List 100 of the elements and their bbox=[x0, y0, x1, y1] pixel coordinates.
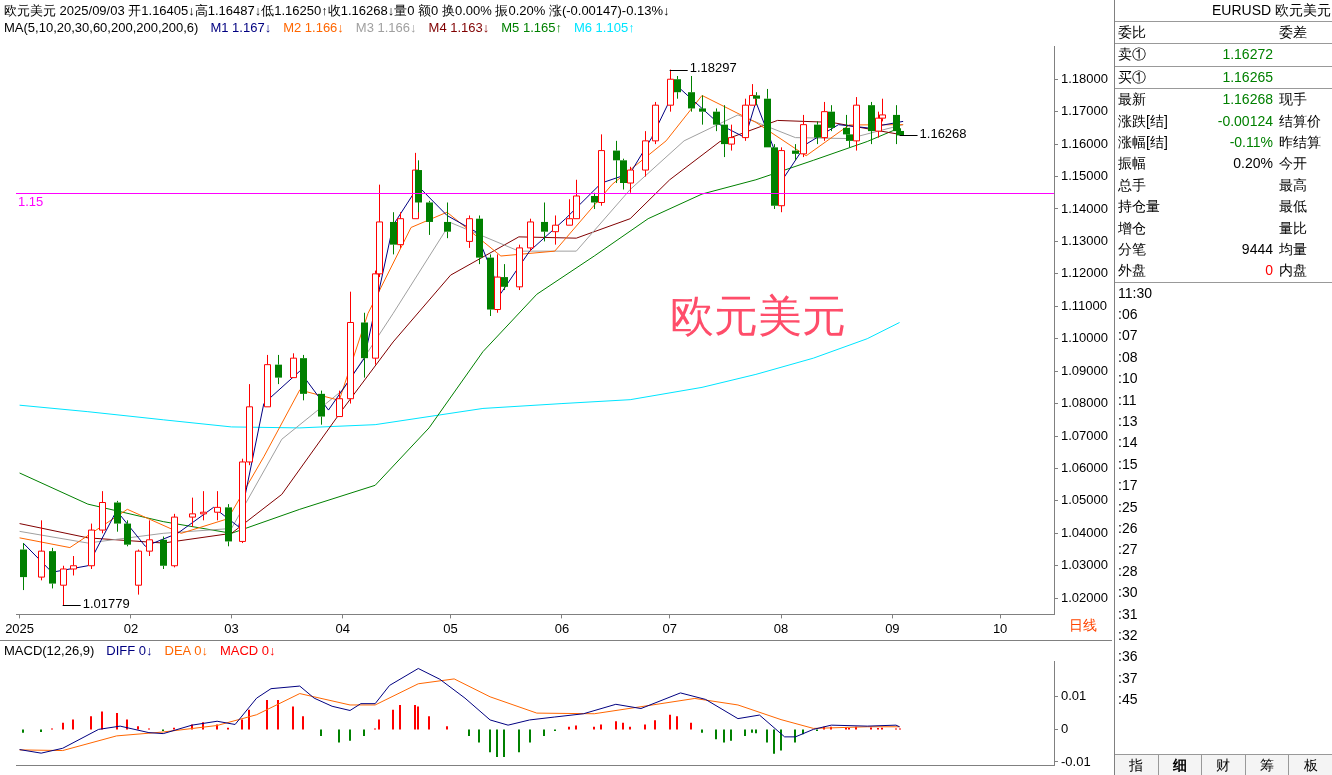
text: 11:30 bbox=[1118, 284, 1152, 301]
text: 结算价 bbox=[1279, 112, 1321, 129]
text: :13 bbox=[1118, 413, 1138, 430]
text: :30 bbox=[1118, 584, 1138, 601]
text: :32 bbox=[1118, 626, 1138, 643]
text: M6 1.105↑ bbox=[573, 20, 635, 35]
text: 涨跌[结] bbox=[1118, 112, 1168, 129]
text: :07 bbox=[1118, 327, 1138, 344]
text: 买① bbox=[1118, 68, 1146, 85]
text: 外盘 bbox=[1118, 262, 1146, 279]
annotation: 1.16268 bbox=[919, 125, 967, 141]
text: 1.16265 bbox=[1222, 68, 1273, 85]
y-tick-label: 1.14000 bbox=[1061, 200, 1108, 216]
text: :31 bbox=[1118, 605, 1138, 622]
text: 振幅 bbox=[1118, 155, 1146, 172]
text: :15 bbox=[1118, 455, 1138, 472]
y-tick-label: 1.03000 bbox=[1061, 557, 1108, 573]
text: 今开 bbox=[1279, 155, 1307, 172]
text: 总手 bbox=[1118, 176, 1146, 193]
x-tick-label: 03 bbox=[224, 620, 239, 636]
text: MACD 0↓ bbox=[219, 643, 276, 658]
text: :17 bbox=[1118, 477, 1138, 494]
y-tick-label: 1.02000 bbox=[1061, 589, 1108, 605]
text: 委差 bbox=[1279, 24, 1307, 40]
text: 最高 bbox=[1279, 176, 1307, 193]
x-tick-label: 09 bbox=[885, 620, 900, 636]
text: M3 1.166↓ bbox=[355, 20, 417, 35]
y-tick-label: 1.16000 bbox=[1061, 135, 1108, 151]
y-tick-label: 1.08000 bbox=[1061, 395, 1108, 411]
text: M1 1.167↓ bbox=[210, 20, 272, 35]
text: :08 bbox=[1118, 348, 1138, 365]
x-tick-label: 08 bbox=[773, 620, 789, 636]
text: :28 bbox=[1118, 562, 1138, 579]
x-tick-label: 04 bbox=[335, 620, 351, 636]
y-tick-label: 1.05000 bbox=[1061, 492, 1108, 508]
text: 持仓量 bbox=[1118, 198, 1160, 215]
text: 卖① bbox=[1118, 46, 1146, 63]
chart-subtitle: MA(5,10,20,30,60,200,200,200,6) bbox=[4, 20, 199, 35]
ref-line-label: 1.15 bbox=[18, 193, 44, 209]
text: 昨结算 bbox=[1279, 133, 1321, 150]
text: -0.00124 bbox=[1217, 112, 1273, 129]
y-tick-label: 1.11000 bbox=[1061, 297, 1108, 313]
x-tick-label: 07 bbox=[662, 620, 677, 636]
text: 9444 bbox=[1241, 240, 1273, 257]
text: 现手 bbox=[1279, 91, 1307, 108]
y-tick-label: 1.09000 bbox=[1061, 362, 1108, 378]
text: :25 bbox=[1118, 498, 1138, 515]
text: 最低 bbox=[1279, 198, 1307, 215]
y-tick-label: 1.06000 bbox=[1061, 460, 1108, 476]
y-tick-label: 1.10000 bbox=[1061, 330, 1108, 346]
text: :45 bbox=[1118, 691, 1138, 708]
text: :27 bbox=[1118, 541, 1138, 558]
x-tick-label: 02 bbox=[123, 620, 139, 636]
y-tick-label: -0.01 bbox=[1061, 753, 1091, 769]
chart-title: 欧元美元 2025/09/03 开1.16405↓高1.16487↓低1.16250↑收1.16268↓量0 额0 换0.00% 振0.20% 涨(-0.00147)-0.13%↓ bbox=[4, 3, 670, 18]
x-tick-label: 05 bbox=[443, 620, 458, 636]
annotation: 1.01779 bbox=[82, 595, 130, 611]
text: 最新 bbox=[1118, 91, 1146, 108]
text: -0.11% bbox=[1229, 133, 1273, 150]
text: :14 bbox=[1118, 434, 1138, 451]
text: 1.16272 bbox=[1222, 46, 1273, 63]
text: 内盘 bbox=[1279, 262, 1307, 279]
text: :36 bbox=[1118, 648, 1138, 665]
text: :10 bbox=[1118, 370, 1138, 387]
y-tick-label: 0 bbox=[1061, 720, 1069, 736]
text: :26 bbox=[1118, 519, 1138, 536]
x-tick-label: 10 bbox=[992, 620, 1008, 636]
y-tick-label: 1.07000 bbox=[1061, 427, 1108, 443]
y-tick-label: 1.17000 bbox=[1061, 103, 1108, 119]
text: DEA 0↓ bbox=[164, 643, 208, 658]
text: 细 bbox=[1158, 755, 1203, 775]
chart-title: MACD(12,26,9) bbox=[4, 643, 95, 658]
y-tick-label: 1.13000 bbox=[1061, 232, 1108, 248]
text: EURUSD 欧元美元 bbox=[1115, 0, 1332, 22]
text: 0.20% bbox=[1233, 155, 1273, 172]
text: DIFF 0↓ bbox=[106, 643, 153, 658]
text: 指 bbox=[1115, 755, 1159, 775]
text: M5 1.165↑ bbox=[501, 20, 562, 35]
text: 均量 bbox=[1279, 240, 1307, 257]
text: :37 bbox=[1118, 669, 1138, 686]
x-tick-label: 2025 bbox=[5, 620, 35, 636]
annotation: 1.18297 bbox=[689, 60, 737, 76]
text: 委比 bbox=[1118, 24, 1146, 40]
text: 1.16268 bbox=[1222, 91, 1273, 108]
x-tick-label: 06 bbox=[554, 620, 570, 636]
annotation: 欧元美元 bbox=[669, 291, 846, 341]
y-tick-label: 1.15000 bbox=[1061, 168, 1108, 184]
text: :06 bbox=[1118, 306, 1138, 323]
text: :11 bbox=[1118, 391, 1137, 408]
text: 量比 bbox=[1279, 219, 1307, 236]
text: 板 bbox=[1289, 755, 1332, 775]
text: 0 bbox=[1265, 262, 1273, 279]
text: M4 1.163↓ bbox=[428, 20, 490, 35]
text: M2 1.166↓ bbox=[283, 20, 344, 35]
y-tick-label: 1.12000 bbox=[1061, 265, 1108, 281]
y-tick-label: 0.01 bbox=[1061, 688, 1087, 704]
text: 日线 bbox=[1069, 617, 1097, 634]
text: 筹 bbox=[1245, 755, 1290, 775]
text: 增仓 bbox=[1118, 219, 1146, 236]
y-tick-label: 1.18000 bbox=[1061, 70, 1108, 86]
